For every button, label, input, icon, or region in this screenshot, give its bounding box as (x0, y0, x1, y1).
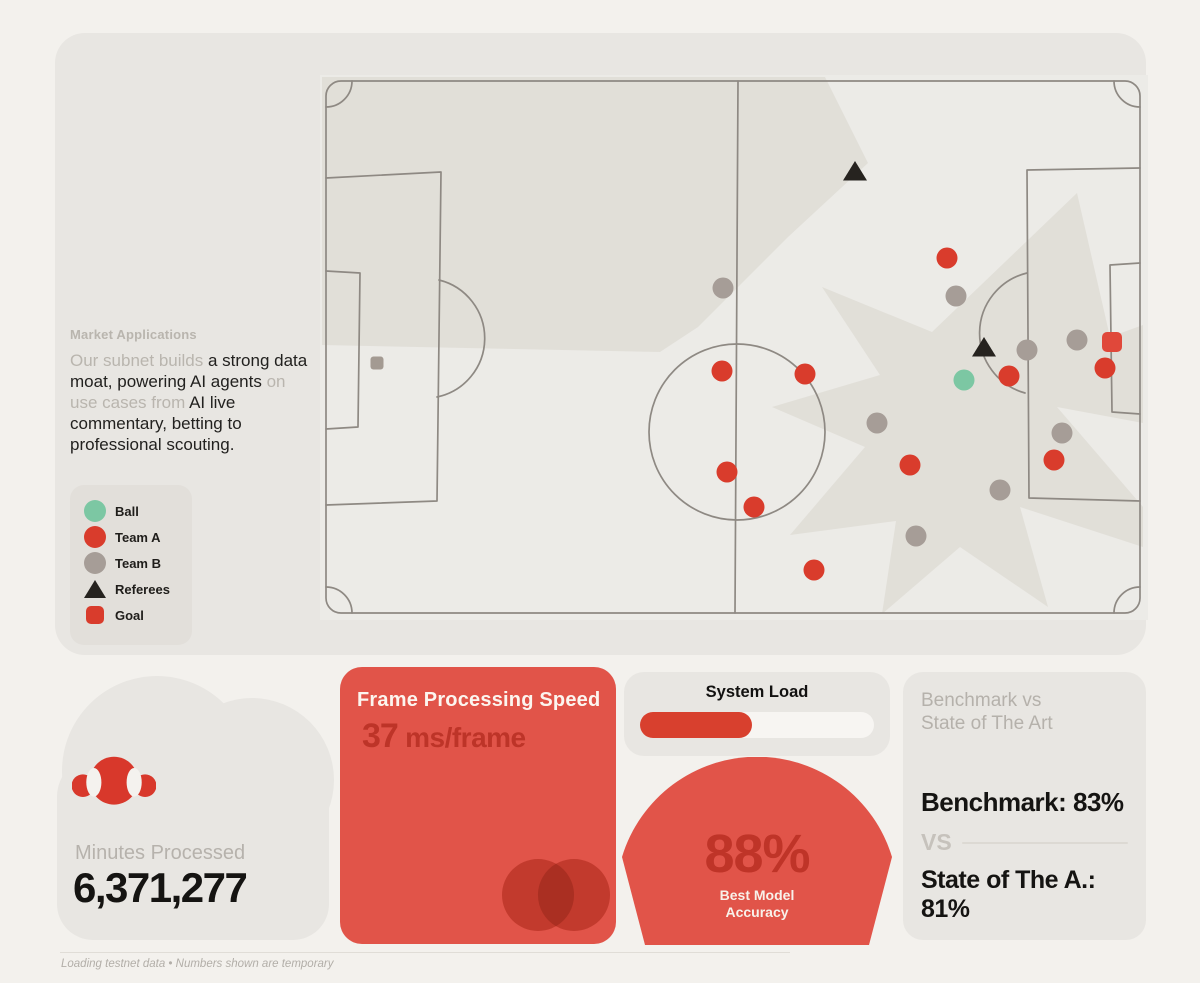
market-applications-text: Our subnet builds a strong data moat, po… (70, 350, 310, 455)
accuracy-caption-line1: Best Model (719, 887, 795, 903)
marker-team-a (803, 559, 825, 581)
benchmark-title-line1: Benchmark vs (921, 690, 1042, 711)
benchmark-value: Benchmark: 83% (921, 787, 1124, 817)
market-text-segment: Our subnet builds (70, 351, 208, 370)
accuracy-value: 88% (704, 824, 810, 884)
dome-shape (622, 756, 892, 945)
marker-team-b (866, 412, 888, 434)
pitch-panel: Market Applications Our subnet builds a … (55, 33, 1148, 655)
marker-team-a (711, 360, 733, 382)
system-load-title: System Load (705, 683, 809, 701)
goal-swatch-icon (86, 606, 104, 624)
frame-speed-title: Frame Processing Speed (357, 689, 601, 711)
market-applications-block: Market Applications Our subnet builds a … (70, 327, 310, 455)
minutes-processed-value: 6,371,277 (73, 864, 248, 911)
marker-team-b (945, 285, 967, 307)
marker-team-b (989, 479, 1011, 501)
benchmark-title: Benchmark vs State of The Art (921, 689, 1128, 735)
legend-label: Referees (115, 581, 170, 597)
sota-value: State of The A.: 81% (921, 866, 1096, 923)
spacer (921, 735, 1128, 787)
marker-team-a (794, 363, 816, 385)
frame-speed-card: Frame Processing Speed 37 ms/frame (340, 667, 616, 944)
marker-team-a (716, 461, 738, 483)
marker-team-b (1016, 339, 1038, 361)
marker-team-b (712, 277, 734, 299)
marker-team-a (899, 454, 921, 476)
market-text-segment: AI live commentary, betting to professio… (70, 393, 242, 454)
team-a-swatch-icon (84, 526, 106, 548)
market-text-segment: on use cases from (70, 372, 286, 412)
system-load-card: System Load (624, 672, 890, 756)
legend-label: Team A (115, 529, 161, 545)
marker-ball (953, 369, 975, 391)
benchmark-title-line2: State of The Art (921, 713, 1053, 734)
vs-divider-line (961, 841, 1128, 844)
marker-team-b (1051, 422, 1073, 444)
accuracy-dome-card: 88% Best Model Accuracy (620, 756, 894, 945)
legend-item: Ball (84, 498, 192, 524)
legend-item: Referees (84, 576, 192, 602)
legend-item: Team A (84, 524, 192, 550)
marker-team-a (1043, 449, 1065, 471)
ball-swatch-icon (84, 500, 106, 522)
vs-row: VS (921, 829, 1128, 856)
footer-note: Loading testnet data • Numbers shown are… (61, 958, 334, 970)
minutes-processed-label: Minutes Processed (75, 842, 246, 864)
system-load-progressbar (640, 712, 874, 738)
legend-label: Goal (115, 607, 144, 623)
marker-team-b (1066, 329, 1088, 351)
system-load-progress-fill (640, 712, 753, 738)
pitch-legend: Ball Team A Team B Referees Goal (70, 485, 192, 645)
marker-referees (843, 161, 867, 181)
team-b-swatch-icon (84, 552, 106, 574)
marker-team-a (936, 247, 958, 269)
accuracy-content: 88% Best Model Accuracy (620, 757, 894, 945)
referees-swatch-icon (84, 580, 106, 598)
marker-referees (972, 337, 996, 357)
pitch-svg (322, 77, 1143, 614)
marker-team-b (905, 525, 927, 547)
frame-speed-value: 37 ms/frame (362, 717, 526, 756)
legend-label: Ball (115, 503, 139, 519)
venn-circles-icon (502, 859, 610, 931)
marker-team-a (743, 496, 765, 518)
benchmark-card: Benchmark vs State of The Art Benchmark:… (903, 672, 1146, 940)
accuracy-caption: Best Model Accuracy (620, 887, 894, 921)
marker-goal (1102, 332, 1122, 352)
molecule-logo-icon (72, 756, 156, 805)
frame-speed-number: 37 (362, 717, 399, 755)
pitch-map (320, 75, 1148, 620)
marker-goal-far-end (370, 356, 384, 370)
vs-label: VS (921, 829, 952, 855)
market-applications-label: Market Applications (70, 327, 197, 342)
footer-divider (60, 952, 790, 953)
accuracy-caption-line2: Accuracy (725, 904, 789, 920)
minutes-processed-card: Minutes Processed 6,371,277 (57, 668, 334, 940)
frame-speed-unit: ms/frame (397, 722, 526, 753)
legend-item: Team B (84, 550, 192, 576)
legend-label: Team B (115, 555, 161, 571)
pitch-lines (325, 80, 1141, 614)
market-text-segment: a strong data moat, powering AI agents (70, 351, 308, 391)
legend-item: Goal (84, 602, 192, 628)
marker-team-a (1094, 357, 1116, 379)
marker-team-a (998, 365, 1020, 387)
pitch-markers (370, 161, 1122, 581)
